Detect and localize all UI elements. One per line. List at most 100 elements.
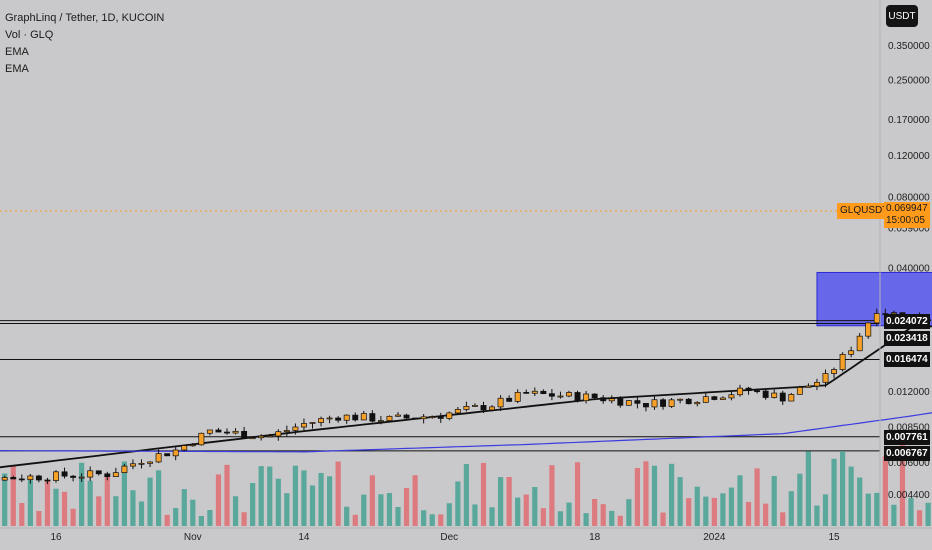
candle-body	[694, 402, 701, 405]
candle-body	[215, 429, 222, 433]
candle-body	[189, 444, 196, 447]
candle-body	[805, 385, 812, 388]
volume-bar	[763, 503, 769, 526]
volume-bar	[566, 502, 572, 526]
volume-bar	[857, 477, 863, 526]
volume-bar	[412, 475, 418, 526]
volume-bar	[455, 481, 461, 526]
ema-line[interactable]	[0, 230, 932, 476]
volume-bar	[463, 463, 469, 526]
candle-body	[540, 390, 547, 395]
candle-body	[531, 390, 538, 394]
volume-bar	[728, 487, 735, 526]
bar-countdown: 15:00:05	[886, 215, 925, 226]
candle-body	[890, 312, 897, 315]
volume-bar	[583, 513, 589, 526]
candle-body	[668, 399, 675, 407]
candle-body	[318, 418, 325, 423]
volume-bar	[138, 501, 145, 526]
x-tick-label: Nov	[184, 532, 202, 543]
volume-bar	[925, 502, 931, 526]
volume-bar	[515, 497, 521, 526]
volume-bar	[780, 512, 786, 526]
candle-body	[617, 398, 624, 406]
volume-indicator-label[interactable]: Vol · GLQ	[5, 29, 54, 41]
ema-line[interactable]	[0, 342, 932, 453]
volume-bar	[660, 512, 666, 526]
candle-body	[395, 414, 401, 417]
candle-body	[762, 390, 769, 398]
currency-button[interactable]: USDT	[886, 5, 918, 27]
volume-bar	[198, 515, 204, 526]
volume-bar	[318, 472, 324, 526]
y-tick-label: 0.040000	[888, 264, 930, 275]
volume-bar	[267, 466, 273, 526]
volume-bar	[181, 489, 187, 526]
volume-bar	[489, 507, 495, 526]
volume-bar	[250, 482, 256, 526]
volume-bar	[79, 462, 85, 526]
volume-bar	[523, 494, 529, 526]
candle-body	[121, 465, 128, 473]
candle-body	[848, 350, 855, 355]
candle-body	[87, 470, 94, 478]
candle-body	[454, 409, 461, 414]
symbol-title[interactable]: GraphLinq / Tether, 1D, KUCOIN	[5, 12, 165, 24]
candle-body	[523, 392, 530, 394]
volume-bar	[549, 465, 555, 526]
candle-body	[1, 477, 8, 481]
volume-bar	[421, 510, 427, 526]
volume-bar	[557, 511, 564, 526]
volume-bar	[737, 475, 743, 526]
x-tick-label: 2024	[703, 532, 726, 543]
candle-body	[155, 453, 162, 463]
candle-body	[839, 353, 846, 370]
volume-bar	[788, 491, 794, 526]
x-tick-label: Dec	[440, 532, 458, 543]
candle-body	[27, 475, 34, 481]
candle-body	[574, 392, 581, 402]
last-price-badge: 0.069947 15:00:05	[884, 202, 930, 228]
x-tick-label: 16	[50, 532, 62, 543]
volume-bar	[686, 498, 692, 526]
candle-body	[557, 395, 564, 398]
volume-bar	[70, 508, 76, 526]
volume-bar	[600, 504, 606, 526]
candle-body	[873, 313, 880, 324]
volume-bar	[745, 501, 752, 526]
candle-body	[232, 430, 239, 434]
symbol-price-badge: GLQUSDT	[837, 203, 892, 219]
volume-bar	[352, 514, 358, 526]
volume-bar	[506, 477, 512, 526]
volume-bar	[677, 477, 683, 526]
y-tick-label: 0.170000	[888, 115, 930, 126]
volume-bar	[720, 493, 726, 526]
candle-body	[403, 414, 410, 419]
x-tick-label: 15	[828, 532, 840, 543]
level-label: 0.024072	[884, 314, 930, 329]
volume-bar	[2, 473, 8, 526]
candle-body	[642, 403, 649, 408]
chart-legend: GraphLinq / Tether, 1D, KUCOIN Vol · GLQ…	[5, 10, 164, 78]
candle-body	[728, 394, 735, 399]
candle-body	[497, 397, 504, 408]
volume-bar	[156, 470, 162, 526]
volume-bar	[840, 451, 846, 526]
ema-indicator-label[interactable]: EMA	[5, 46, 29, 58]
ema-indicator-label[interactable]: EMA	[5, 63, 29, 75]
level-label: 0.007761	[884, 430, 930, 445]
volume-bar	[694, 486, 700, 526]
candle-body	[856, 335, 863, 352]
volume-bar	[480, 462, 487, 526]
candle-body	[566, 392, 572, 397]
candle-body	[591, 393, 598, 399]
candle-body	[600, 397, 607, 402]
candle-body	[634, 400, 641, 404]
candle-body	[172, 449, 179, 457]
volume-bar	[190, 499, 196, 526]
candle-body	[489, 406, 496, 411]
volume-bar	[438, 514, 444, 526]
candle-body	[702, 396, 709, 403]
volume-bar	[446, 503, 452, 526]
